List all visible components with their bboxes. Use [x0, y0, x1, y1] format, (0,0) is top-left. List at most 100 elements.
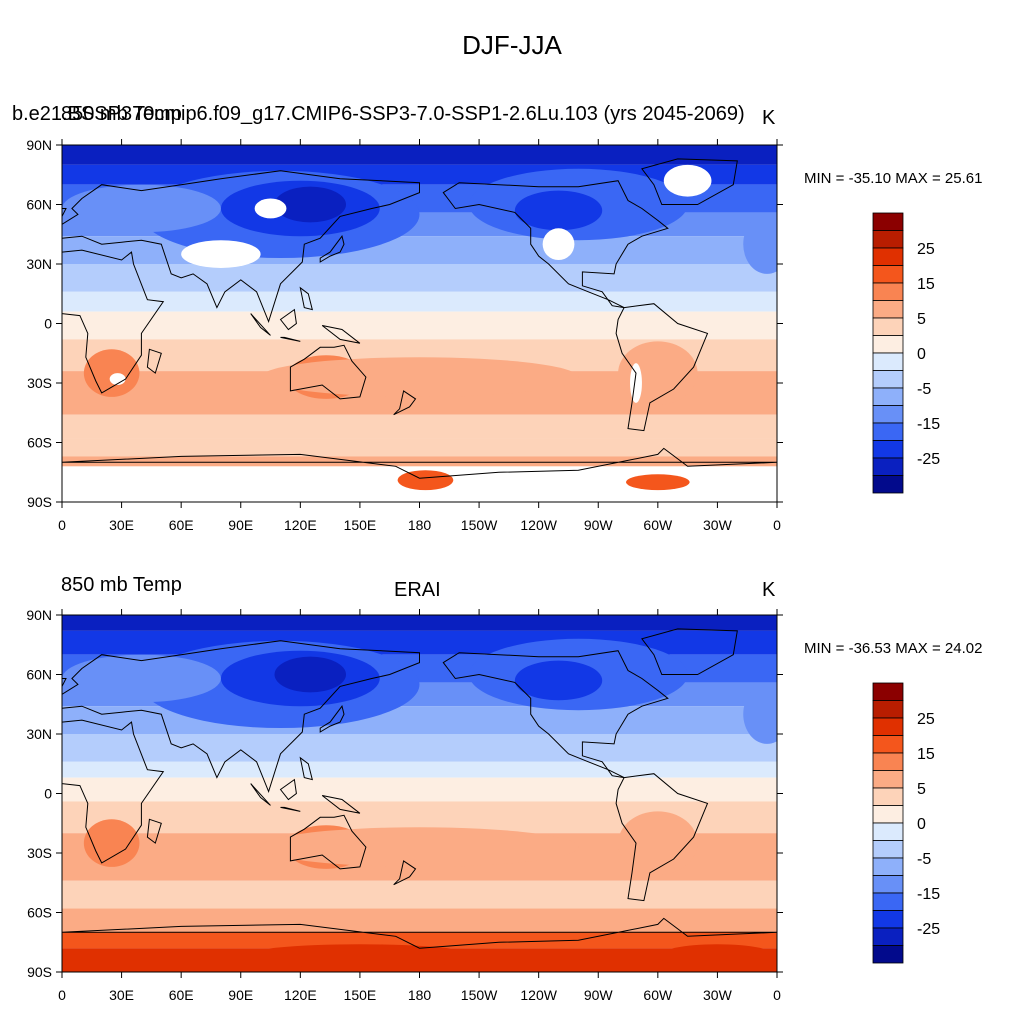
colorbar-swatch — [872, 927, 904, 946]
lon-label: 90W — [584, 987, 614, 1003]
colorbar-label: 25 — [917, 241, 935, 258]
cold-region — [62, 654, 221, 703]
cold-region — [514, 190, 603, 231]
temp-band — [62, 932, 777, 949]
warm-region — [260, 827, 579, 867]
lat-label: 60S — [27, 435, 52, 451]
colorbar-swatch — [872, 317, 904, 336]
colorbar-swatch — [872, 265, 904, 284]
coastline — [62, 719, 165, 864]
colorbar-swatch — [872, 717, 904, 736]
colorbar-swatch — [872, 405, 904, 424]
colorbar-swatch — [872, 945, 904, 964]
lon-label: 90E — [228, 517, 253, 533]
lon-label: 150E — [344, 987, 377, 1003]
coastline — [62, 170, 420, 323]
lon-label: 180 — [408, 517, 432, 533]
lon-label: 0 — [773, 987, 781, 1003]
colorbar-swatch — [872, 752, 904, 771]
coastline — [289, 814, 367, 870]
coastline — [321, 795, 361, 814]
cold-region — [274, 656, 347, 693]
colorbar-label: 5 — [917, 781, 926, 798]
coastline — [641, 628, 738, 675]
lon-label: 30W — [703, 517, 733, 533]
temp-band — [62, 777, 777, 802]
temp-band — [62, 414, 777, 439]
colorbar-label: 15 — [917, 276, 935, 293]
cold-region — [743, 684, 777, 744]
panel-2-center-title: ERAI — [394, 579, 441, 601]
coastline — [442, 180, 669, 309]
lat-label: 30S — [27, 845, 52, 861]
figure-title: DJF-JJA — [462, 30, 562, 60]
warm-region — [260, 357, 579, 397]
cold-region — [274, 186, 347, 223]
lon-label: 120E — [284, 517, 317, 533]
lon-label: 0 — [58, 517, 66, 533]
lon-label: 120E — [284, 987, 317, 1003]
colorbar-swatch — [872, 892, 904, 911]
coastline — [280, 806, 301, 812]
colorbar-label: 0 — [917, 346, 926, 363]
lon-label: 120W — [520, 987, 557, 1003]
panel-2-left-title: 850 mb Temp — [61, 574, 182, 596]
colorbar-swatch — [872, 910, 904, 929]
lon-label: 60E — [169, 987, 194, 1003]
lat-label: 60S — [27, 905, 52, 921]
lat-label: 90N — [26, 137, 52, 153]
lon-label: 0 — [58, 987, 66, 1003]
lat-label: 90N — [26, 607, 52, 623]
colorbar-swatch — [872, 770, 904, 789]
colorbar-swatch — [872, 875, 904, 894]
colorbar-label: 15 — [917, 746, 935, 763]
coastline — [442, 650, 669, 779]
colorbar-swatch — [872, 335, 904, 354]
missing-data — [630, 363, 642, 403]
lat-label: 30N — [26, 256, 52, 272]
missing-data — [663, 164, 712, 197]
warm-region — [397, 470, 454, 491]
warm-region — [618, 811, 698, 875]
temp-band — [62, 311, 777, 340]
colorbar-label: -15 — [917, 886, 940, 903]
colorbar-label: -5 — [917, 851, 931, 868]
colorbar-swatch — [872, 840, 904, 859]
colorbar-swatch — [872, 300, 904, 319]
coastline — [62, 208, 67, 218]
lat-label: 90S — [27, 964, 52, 980]
cold-region — [514, 660, 603, 701]
warm-region — [626, 474, 690, 491]
warm-region — [618, 341, 698, 405]
coastline — [615, 773, 709, 902]
coastline — [319, 705, 345, 733]
colorbar-swatch — [872, 370, 904, 389]
missing-data — [254, 198, 287, 219]
cold-region — [62, 184, 221, 233]
temp-band — [62, 630, 777, 655]
panel-1-center-title: b.e21.BSSP370cmip6.f09_g17.CMIP6-SSP3-7.… — [12, 103, 745, 125]
temp-band — [62, 908, 777, 933]
colorbar-swatch — [872, 735, 904, 754]
temp-band — [62, 291, 777, 312]
coastline — [279, 778, 297, 801]
panel-1-left-title: 850 mb Temp — [61, 103, 182, 125]
coastline — [393, 860, 417, 886]
colorbar-swatch — [872, 282, 904, 301]
lat-label: 0 — [44, 786, 52, 802]
colorbar-swatch — [872, 857, 904, 876]
coastline — [146, 818, 162, 844]
lon-label: 30W — [703, 987, 733, 1003]
lat-label: 60N — [26, 667, 52, 683]
colorbar-label: 0 — [917, 816, 926, 833]
missing-data — [542, 228, 575, 261]
lon-label: 150W — [461, 987, 498, 1003]
colorbar-swatch — [872, 247, 904, 266]
coastline — [289, 344, 367, 400]
panel-1-map: 0 30E 60E 90E 120E 150E 180 150W 120W 90W 60W 30W 09… — [26, 137, 940, 533]
missing-data — [181, 240, 261, 268]
temp-band — [62, 761, 777, 778]
temp-band — [62, 145, 777, 165]
colorbar-swatch — [872, 822, 904, 841]
temp-band — [62, 438, 777, 457]
